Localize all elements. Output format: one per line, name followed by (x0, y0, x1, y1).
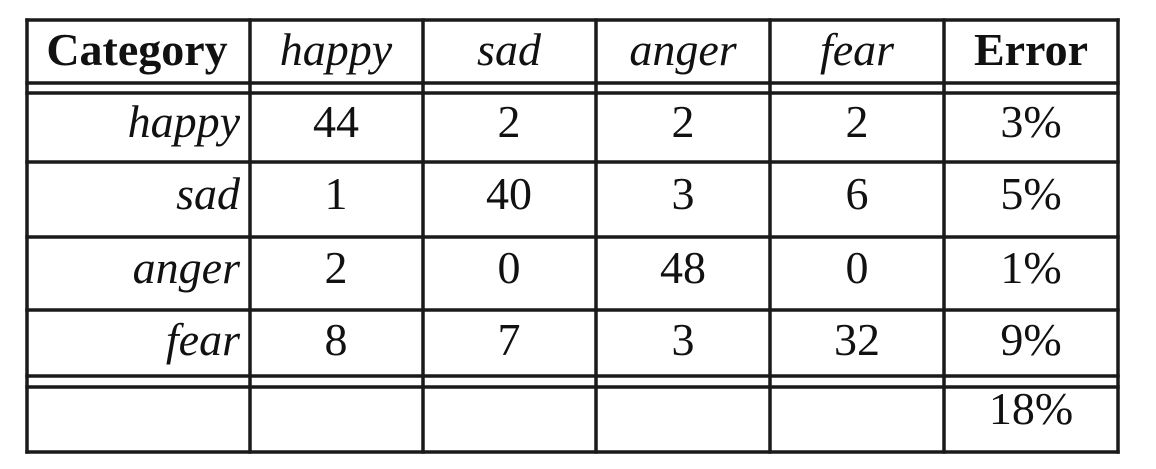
header-sad: sad (477, 24, 541, 75)
error-cell: 5% (1000, 168, 1062, 219)
header-category: Category (46, 24, 228, 75)
table-cell: 3 (671, 314, 695, 365)
total-error-cell: 18% (988, 383, 1074, 434)
table-cell: 44 (313, 96, 359, 147)
table-cell: 2 (324, 242, 348, 293)
table-cell: 6 (845, 168, 869, 219)
error-cell: 3% (1000, 96, 1062, 147)
table-cell: 8 (324, 314, 348, 365)
header-happy: happy (279, 24, 393, 75)
row-label-anger: anger (132, 242, 240, 293)
row-label-fear: fear (165, 314, 240, 365)
table-cell: 3 (671, 168, 695, 219)
row-label-sad: sad (176, 168, 240, 219)
table-cell: 0 (497, 242, 521, 293)
table-cell: 32 (834, 314, 880, 365)
error-cell: 1% (1000, 242, 1062, 293)
table-cell: 1 (324, 168, 348, 219)
error-cell: 9% (1000, 314, 1062, 365)
header-fear: fear (819, 24, 895, 75)
table-cell: 2 (497, 96, 521, 147)
table-cell: 2 (671, 96, 695, 147)
table-cell: 0 (845, 242, 869, 293)
table-cell: 48 (660, 242, 706, 293)
table-cell: 2 (845, 96, 869, 147)
header-error: Error (973, 24, 1089, 75)
header-anger: anger (629, 24, 737, 75)
row-label-happy: happy (127, 96, 240, 147)
table-cell: 7 (497, 314, 521, 365)
table-cell: 40 (486, 168, 532, 219)
